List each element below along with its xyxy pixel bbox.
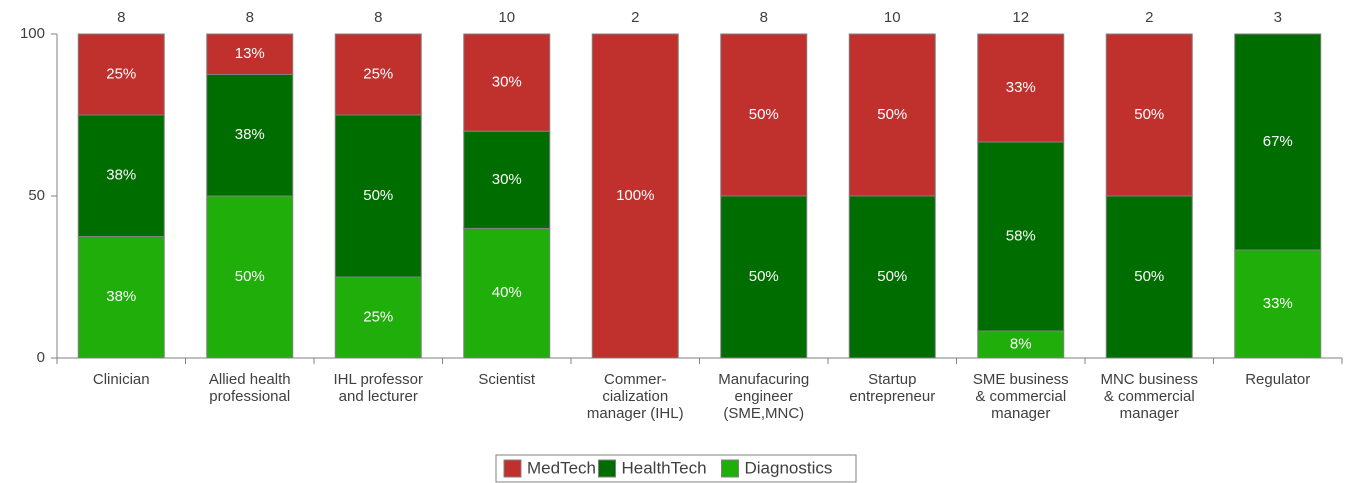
bar-segment: [463, 130, 551, 229]
total-label: 12: [1012, 9, 1029, 26]
bar-segment: [720, 33, 808, 197]
bar-segment: [463, 33, 551, 132]
data-label: 100%: [616, 187, 654, 204]
data-label: 50%: [1134, 106, 1164, 123]
data-label: 50%: [877, 268, 907, 285]
bar-segment: [848, 33, 936, 197]
data-label: 50%: [749, 268, 779, 285]
legend-box: [495, 454, 857, 483]
bar-segment: [334, 114, 422, 278]
bar-segment: [1234, 33, 1322, 251]
data-label: 25%: [106, 65, 136, 82]
data-label: 58%: [1006, 227, 1036, 244]
bar-segment: [1105, 33, 1193, 197]
legend-label: MedTech: [527, 458, 596, 477]
data-label: 50%: [749, 106, 779, 123]
data-label: 33%: [1006, 79, 1036, 96]
total-label: 2: [1145, 9, 1153, 26]
total-label: 8: [760, 9, 768, 26]
y-tick-label: 100: [20, 25, 45, 42]
data-label: 50%: [877, 106, 907, 123]
total-label: 2: [631, 9, 639, 26]
bar-segment: [206, 33, 294, 75]
bar-segment: [720, 195, 808, 359]
data-label: 38%: [106, 167, 136, 184]
data-label: 50%: [1134, 268, 1164, 285]
legend-swatch: [598, 459, 616, 478]
data-label: 40%: [492, 284, 522, 301]
legend-swatch: [503, 459, 522, 478]
data-label: 25%: [363, 65, 393, 82]
total-label: 10: [498, 9, 515, 26]
bar-segment: [848, 195, 936, 359]
bar-segment: [977, 33, 1065, 143]
data-label: 67%: [1263, 133, 1293, 150]
legend-swatch: [721, 459, 739, 478]
total-label: 8: [246, 9, 254, 26]
total-label: 10: [884, 9, 901, 26]
data-label: 30%: [492, 171, 522, 188]
data-label: 25%: [363, 308, 393, 325]
bar-segment: [334, 33, 422, 116]
y-tick-label: 0: [37, 349, 45, 366]
bar-segment: [1234, 249, 1322, 359]
x-tick-label: MNC business & commercial manager: [1100, 371, 1198, 422]
bar-segment: [77, 236, 165, 359]
data-label: 8%: [1010, 335, 1032, 352]
data-label: 50%: [363, 187, 393, 204]
bar-segment: [77, 33, 165, 116]
data-label: 13%: [235, 45, 265, 62]
y-tick-label: 50: [28, 187, 45, 204]
x-tick-label: Allied health professional: [209, 371, 291, 405]
total-label: 3: [1274, 9, 1282, 26]
data-label: 38%: [235, 126, 265, 143]
data-label: 50%: [235, 268, 265, 285]
total-label: 8: [117, 9, 125, 26]
legend-label: HealthTech: [622, 458, 707, 477]
legend-label: Diagnostics: [745, 458, 833, 477]
bar-segment: [206, 74, 294, 197]
x-tick-label: Scientist: [478, 371, 536, 388]
x-tick-label: Regulator: [1245, 371, 1310, 388]
bar-segment: [1105, 195, 1193, 359]
x-tick-label: SME business & commercial manager: [973, 371, 1069, 422]
data-label: 38%: [106, 288, 136, 305]
bar-segment: [591, 33, 679, 359]
total-label: 8: [374, 9, 382, 26]
bar-segment: [77, 114, 165, 237]
x-tick-label: Manufacuring engineer (SME,MNC): [718, 371, 809, 422]
bar-segment: [463, 227, 551, 359]
bar-segment: [977, 141, 1065, 332]
data-label: 30%: [492, 74, 522, 91]
x-tick-label: Commer-cialization manager (IHL): [587, 371, 684, 422]
legend: MedTech HealthTech Diagnostics: [495, 454, 857, 483]
x-tick-label: IHL professor and lecturer: [334, 371, 423, 405]
x-tick-label: Clinician: [93, 371, 150, 388]
x-tick-label: Startup entrepreneur: [849, 371, 935, 405]
data-label: 33%: [1263, 295, 1293, 312]
bar-segment: [206, 195, 294, 359]
